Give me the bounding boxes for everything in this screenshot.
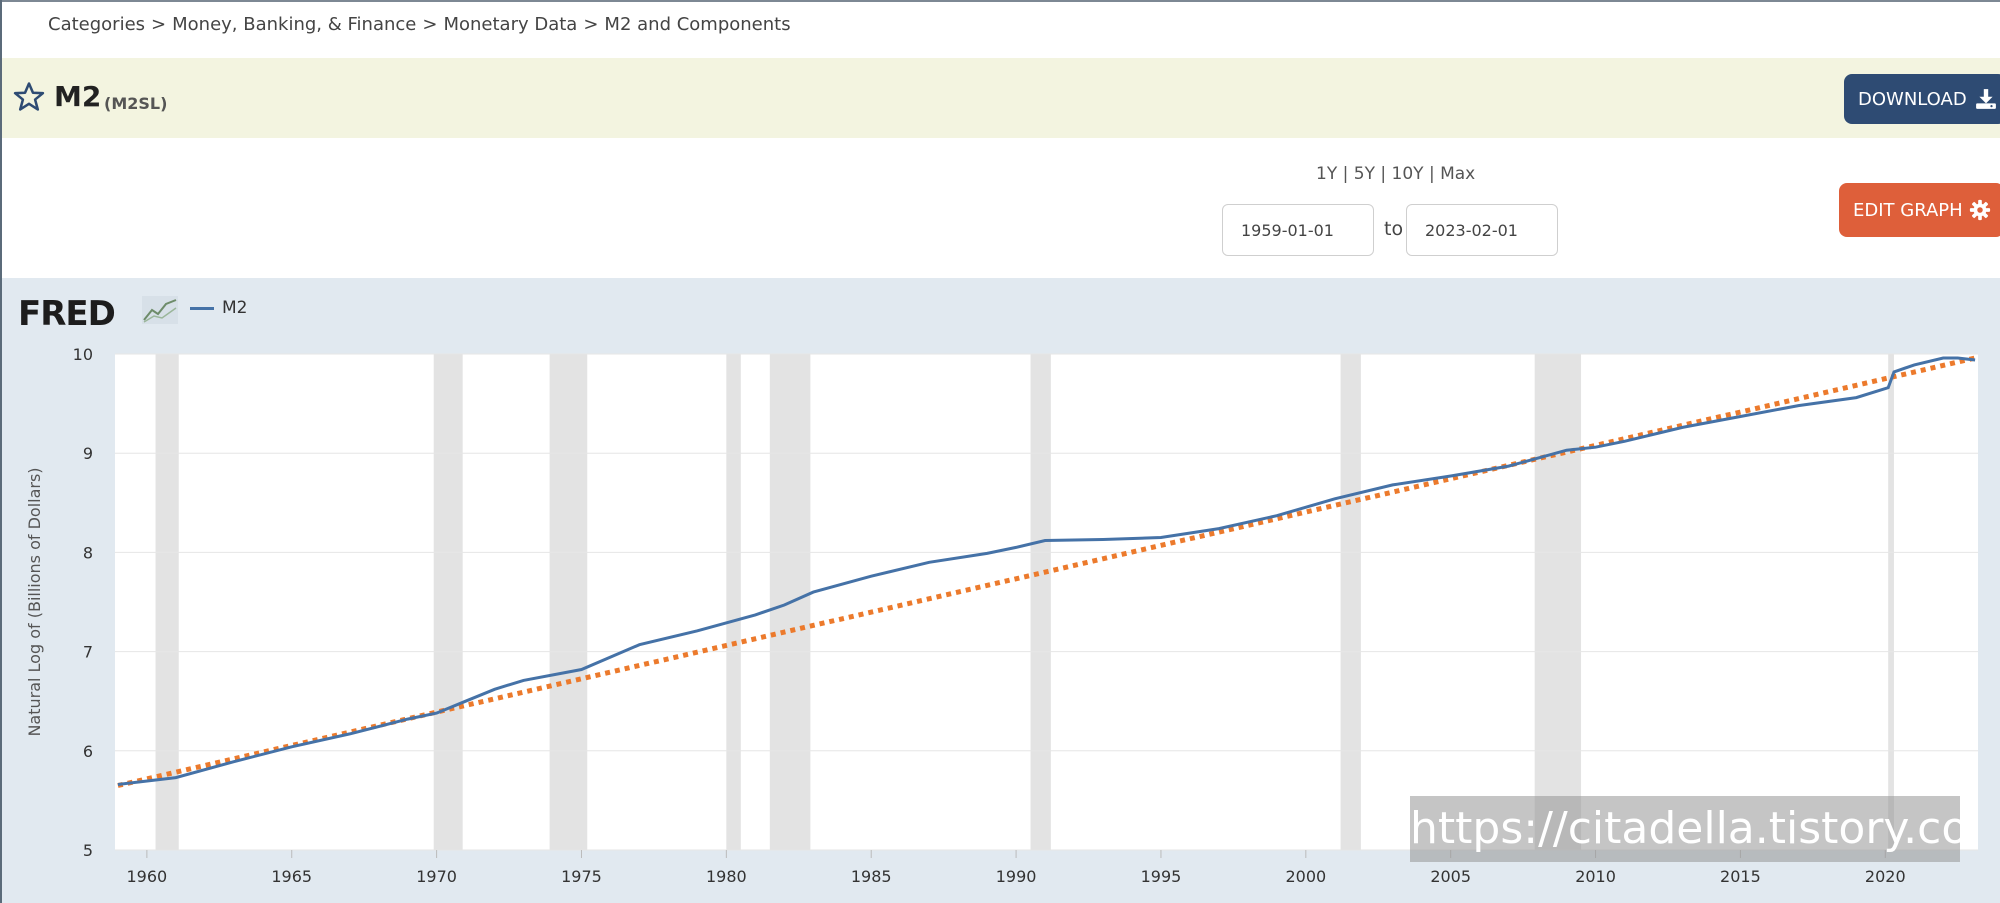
start-date-input[interactable] (1222, 204, 1374, 256)
range-5y[interactable]: 5Y (1353, 164, 1375, 184)
x-tick-label-1990: 1990 (996, 867, 1037, 886)
y-tick-label-9: 9 (83, 444, 93, 463)
range-max[interactable]: Max (1440, 164, 1476, 184)
x-tick-label-2000: 2000 (1285, 867, 1326, 886)
y-tick-label-8: 8 (83, 543, 93, 562)
x-tick-label-2015: 2015 (1720, 867, 1761, 886)
y-tick-label-6: 6 (83, 742, 93, 761)
chart-panel: FRED M2 5 6 7 8 9 10 1960 1965 1970 1975 1980 1985… (2, 278, 2000, 903)
star-outline-icon[interactable] (12, 80, 46, 114)
range-1y[interactable]: 1Y (1316, 164, 1338, 184)
breadcrumb-categories[interactable]: Categories (48, 14, 146, 35)
x-tick-label-1980: 1980 (706, 867, 747, 886)
fred-chart-icon (142, 296, 178, 324)
recession-bar-5 (1030, 354, 1051, 850)
recession-bars (155, 354, 1894, 850)
fred-logo[interactable]: FRED (18, 294, 116, 334)
series-header: M2 (M2SL) DOWNLOAD (2, 58, 2000, 138)
trend-line (117, 355, 1976, 788)
watermark: https://citadella.tistory.com (1410, 796, 1960, 862)
download-button-label: DOWNLOAD (1858, 88, 1967, 110)
x-tick-label-2010: 2010 (1575, 867, 1616, 886)
breadcrumb-separator: > (422, 14, 438, 35)
to-label: to (1384, 218, 1404, 240)
range-separator: | (1380, 164, 1387, 184)
y-tick-label-7: 7 (83, 643, 93, 662)
recession-bar-2 (549, 354, 588, 850)
download-button[interactable]: DOWNLOAD (1844, 74, 2000, 124)
breadcrumb-money-banking-finance[interactable]: Money, Banking, & Finance (172, 14, 417, 35)
recession-bar-6 (1340, 354, 1361, 850)
range-selector: 1Y | 5Y | 10Y | Max (1316, 164, 1475, 184)
x-axis-ticks: 1960 1965 1970 1975 1980 1985 1990 1995 2000 2005… (127, 850, 1906, 886)
breadcrumb-separator: > (583, 14, 599, 35)
x-tick-label-1970: 1970 (416, 867, 457, 886)
window-top-border (0, 0, 2000, 2)
download-icon (1975, 89, 1996, 109)
breadcrumb-monetary-data[interactable]: Monetary Data (443, 14, 578, 35)
breadcrumb: Categories > Money, Banking, & Finance > Mon… (48, 14, 791, 35)
m2-line-chart: 5 6 7 8 9 10 1960 1965 1970 1975 1980 1985 1990 1995… (25, 345, 1978, 886)
window-left-border (0, 0, 2, 903)
breadcrumb-separator: > (151, 14, 167, 35)
y-axis-label: Natural Log of (Billions of Dollars) (25, 467, 44, 736)
y-tick-label-5: 5 (83, 841, 93, 860)
recession-bar-1 (433, 354, 463, 850)
y-axis-ticks: 5 6 7 8 9 10 (73, 345, 93, 860)
recession-bar-0 (155, 354, 179, 850)
legend-swatch (190, 306, 214, 310)
range-10y[interactable]: 10Y (1391, 164, 1424, 184)
edit-graph-label: EDIT GRAPH (1853, 199, 1963, 221)
recession-bar-7 (1534, 354, 1582, 850)
x-tick-label-1960: 1960 (127, 867, 168, 886)
x-tick-label-1965: 1965 (271, 867, 312, 886)
recession-bar-8 (1888, 354, 1894, 850)
recession-bar-3 (726, 354, 741, 850)
page-title: M2 (54, 80, 102, 113)
gear-icon (1969, 199, 1990, 221)
range-separator: | (1342, 164, 1349, 184)
x-tick-label-2020: 2020 (1865, 867, 1906, 886)
y-tick-label-10: 10 (73, 345, 93, 364)
x-tick-label-1985: 1985 (851, 867, 892, 886)
range-separator: | (1428, 164, 1435, 184)
series-line-m2 (117, 356, 1976, 786)
legend-label-m2: M2 (222, 298, 248, 318)
x-tick-label-1975: 1975 (561, 867, 602, 886)
end-date-input[interactable] (1406, 204, 1558, 256)
x-tick-label-2005: 2005 (1430, 867, 1471, 886)
edit-graph-button[interactable]: EDIT GRAPH (1839, 183, 2000, 237)
x-tick-label-1995: 1995 (1141, 867, 1182, 886)
breadcrumb-m2-components[interactable]: M2 and Components (604, 14, 791, 35)
chart-legend: M2 (190, 298, 247, 318)
series-id: (M2SL) (104, 94, 168, 113)
